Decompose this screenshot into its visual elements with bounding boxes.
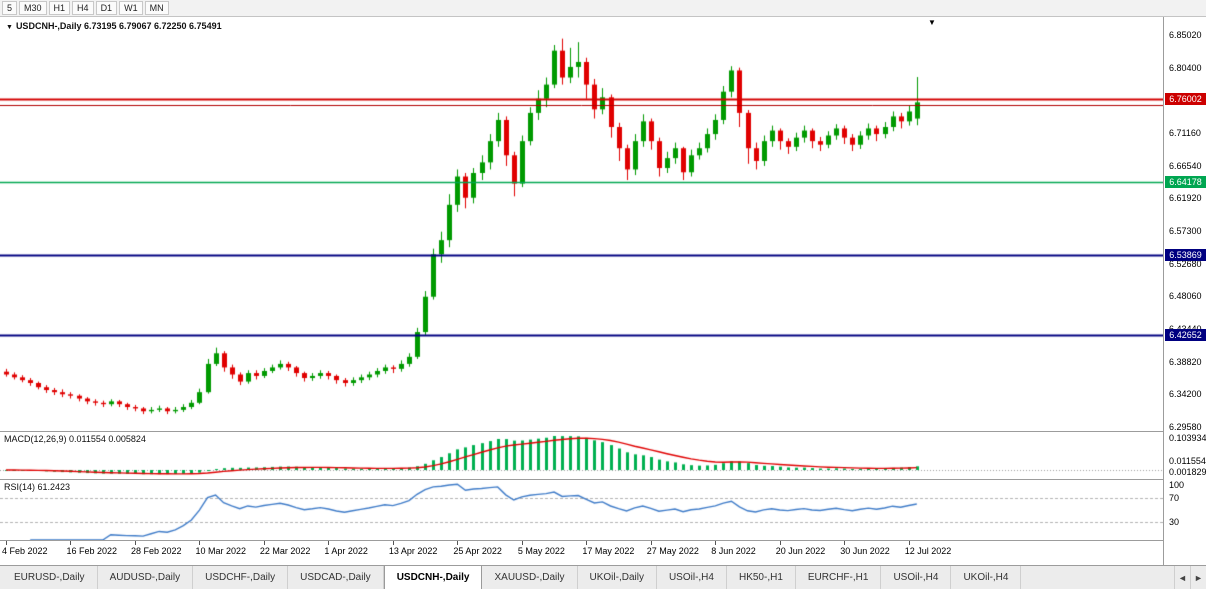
timeframe-button-h1[interactable]: H1 <box>48 1 71 15</box>
hline-price-badge: 6.42652 <box>1165 328 1206 341</box>
date-label: 13 Apr 2022 <box>388 546 438 556</box>
price-axis[interactable]: 6.850206.804006.757806.711606.665406.619… <box>1163 17 1206 565</box>
rsi-chart-canvas[interactable] <box>0 480 1163 540</box>
price-axis-label: 6.85020 <box>1169 29 1202 40</box>
date-label: 25 Apr 2022 <box>453 546 502 556</box>
date-tick <box>199 541 200 545</box>
price-axis-label: 6.38820 <box>1169 356 1202 367</box>
hline-price-badge: 6.76002 <box>1165 92 1206 105</box>
chart-tab-eurchf-h1[interactable]: EURCHF-,H1 <box>796 566 882 589</box>
date-label: 5 May 2022 <box>517 546 565 556</box>
price-axis-label: 6.66540 <box>1169 160 1202 171</box>
chart-title: ▼ USDCNH-,Daily 6.73195 6.79067 6.72250 6… <box>6 21 222 31</box>
date-label: 30 Jun 2022 <box>840 546 890 556</box>
date-tick <box>522 541 523 545</box>
chart-tab-usdchf-daily[interactable]: USDCHF-,Daily <box>193 566 289 589</box>
date-tick <box>715 541 716 545</box>
panel-separator[interactable] <box>0 479 1206 480</box>
chart-tab-usoil-h4[interactable]: USOil-,H4 <box>657 566 727 589</box>
chart-tab-usdcnh-daily[interactable]: USDCNH-,Daily <box>383 566 483 589</box>
rsi-axis-label: 30 <box>1169 517 1180 527</box>
price-axis-label: 6.48060 <box>1169 291 1202 302</box>
chart-tabs-bar: EURUSD-,Daily AUDUSD-,Daily USDCHF-,Daily U… <box>0 565 1206 589</box>
price-axis-label: 6.34200 <box>1169 389 1202 400</box>
date-tick <box>264 541 265 545</box>
date-tick <box>70 541 71 545</box>
rsi-axis-label: 70 <box>1169 493 1180 503</box>
chart-shift-marker-icon: ▼ <box>928 18 936 27</box>
price-axis-label: 6.52680 <box>1169 258 1202 269</box>
date-tick <box>393 541 394 545</box>
price-chart-panel: ▼ USDCNH-,Daily 6.73195 6.79067 6.72250 6… <box>0 17 1163 431</box>
chart-tab-eurusd-daily[interactable]: EURUSD-,Daily <box>2 566 98 589</box>
price-axis-label: 6.29580 <box>1169 421 1202 432</box>
date-label: 1 Apr 2022 <box>324 546 368 556</box>
date-tick <box>328 541 329 545</box>
chart-window: ▼ USDCNH-,Daily 6.73195 6.79067 6.72250 6… <box>0 17 1206 565</box>
date-tick <box>909 541 910 545</box>
date-label: 16 Feb 2022 <box>66 546 118 556</box>
date-label: 10 Mar 2022 <box>195 546 246 556</box>
date-tick <box>135 541 136 545</box>
date-tick <box>457 541 458 545</box>
chart-tab-xauusd-daily[interactable]: XAUUSD-,Daily <box>482 566 578 589</box>
price-chart-canvas[interactable] <box>0 17 1163 431</box>
chart-tab-ukoil-h4[interactable]: UKOil-,H4 <box>951 566 1022 589</box>
timeframe-button-d1[interactable]: D1 <box>95 1 118 15</box>
price-axis-label: 6.57300 <box>1169 225 1202 236</box>
chart-tab-usdcad-daily[interactable]: USDCAD-,Daily <box>288 566 384 589</box>
chart-tab-hk50-h1[interactable]: HK50-,H1 <box>727 566 796 589</box>
tabs-scroll-left-button[interactable]: ◄ <box>1174 566 1190 589</box>
rsi-label: RSI(14) 61.2423 <box>4 482 71 492</box>
date-tick <box>844 541 845 545</box>
price-axis-label: 6.80400 <box>1169 62 1202 73</box>
hline-price-badge: 6.53869 <box>1165 249 1206 262</box>
price-axis-label: 6.61920 <box>1169 193 1202 204</box>
date-tick <box>651 541 652 545</box>
panel-separator[interactable] <box>0 431 1206 432</box>
date-label: 27 May 2022 <box>646 546 699 556</box>
date-label: 8 Jun 2022 <box>711 546 756 556</box>
date-tick <box>586 541 587 545</box>
price-axis-label: 6.71160 <box>1169 127 1201 138</box>
chart-tab-audusd-daily[interactable]: AUDUSD-,Daily <box>98 566 194 589</box>
macd-panel: MACD(12,26,9) 0.011554 0.005824 <box>0 432 1163 479</box>
timeframe-button-m30[interactable]: M30 <box>19 1 47 15</box>
tabs-scroll-right-button[interactable]: ► <box>1190 566 1206 589</box>
timeframe-button-5[interactable]: 5 <box>2 1 18 15</box>
rsi-axis-label: 100 <box>1169 480 1185 490</box>
rsi-panel: RSI(14) 61.2423 <box>0 480 1163 540</box>
date-label: 20 Jun 2022 <box>775 546 826 556</box>
date-label: 4 Feb 2022 <box>2 546 48 556</box>
date-axis[interactable]: 4 Feb 2022 16 Feb 2022 28 Feb 2022 10 Mar 2… <box>0 541 1163 565</box>
macd-axis-label: 0.103934 <box>1169 433 1206 443</box>
macd-label: MACD(12,26,9) 0.011554 0.005824 <box>4 434 146 444</box>
date-label: 28 Feb 2022 <box>130 546 182 556</box>
chart-tab-ukoil-daily[interactable]: UKOil-,Daily <box>578 566 657 589</box>
tabbar-spacer <box>1021 566 1174 589</box>
timeframe-toolbar: 5 M30 H1 H4 D1 W1 MN <box>0 0 1206 17</box>
hline-price-badge: 6.64178 <box>1165 176 1206 189</box>
chart-tab-usoil-h4[interactable]: USOil-,H4 <box>881 566 952 589</box>
date-tick <box>6 541 7 545</box>
timeframe-button-w1[interactable]: W1 <box>119 1 143 15</box>
date-tick <box>780 541 781 545</box>
timeframe-button-h4[interactable]: H4 <box>72 1 94 15</box>
chart-ohlc-text: USDCNH-,Daily 6.73195 6.79067 6.72250 6.… <box>15 21 222 31</box>
date-label: 12 Jul 2022 <box>904 546 952 556</box>
symbol-dropdown-icon[interactable]: ▼ <box>6 24 13 31</box>
timeframe-button-mn[interactable]: MN <box>144 1 169 15</box>
macd-axis-label: 0.001829 <box>1169 467 1206 477</box>
panel-separator[interactable] <box>0 540 1206 541</box>
macd-chart-canvas[interactable] <box>0 432 1163 479</box>
date-label: 22 Mar 2022 <box>259 546 311 556</box>
date-label: 17 May 2022 <box>582 546 635 556</box>
macd-axis-label: 0.011554 <box>1169 456 1206 466</box>
